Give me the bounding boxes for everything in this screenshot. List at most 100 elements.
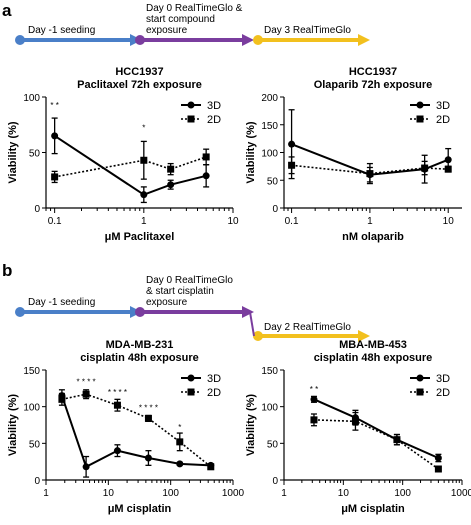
timeline-a-step-2: Day 0 RealTimeGlo & start compound expos… xyxy=(146,3,245,36)
chart-title: MBA-MB-453 cisplatin 48h exposure xyxy=(314,339,433,364)
data-point xyxy=(113,447,121,455)
legend-marker xyxy=(416,388,424,396)
timeline-a-step-1: Day -1 seeding xyxy=(28,25,95,36)
data-point xyxy=(351,417,359,425)
data-point xyxy=(366,170,374,178)
data-point xyxy=(51,173,59,181)
y-tick-label: 50 xyxy=(29,149,41,160)
significance-marker: * * * * xyxy=(77,378,96,387)
x-tick-label: 1000 xyxy=(222,488,245,499)
series-2D xyxy=(288,156,452,185)
x-tick-label: 1000 xyxy=(451,488,471,499)
y-tick-label: 100 xyxy=(23,403,40,414)
y-tick-label: 0 xyxy=(34,476,40,487)
timeline-b-step-3: Day 2 RealTimeGlo xyxy=(264,322,351,333)
y-tick-label: 100 xyxy=(261,403,278,414)
series-2D xyxy=(51,140,210,184)
series-line xyxy=(291,143,449,176)
y-tick-label: 0 xyxy=(272,204,278,215)
data-point xyxy=(82,463,90,471)
timeline-b: Day -1 seeding Day 0 RealTimeGlo & start… xyxy=(15,275,370,342)
series-line xyxy=(61,393,212,468)
data-point xyxy=(144,414,152,422)
data-point xyxy=(444,165,452,173)
data-point xyxy=(434,454,442,462)
data-point xyxy=(144,454,152,462)
x-tick-label: 100 xyxy=(162,488,179,499)
series-line xyxy=(54,135,207,196)
data-point xyxy=(82,390,90,398)
panel-a-label: a xyxy=(2,1,12,20)
x-tick-label: 1 xyxy=(281,488,287,499)
series-line xyxy=(291,164,449,175)
significance-marker: * xyxy=(142,123,145,132)
data-point xyxy=(202,153,210,161)
legend-marker xyxy=(416,374,424,382)
x-axis-label: μM Paclitaxel xyxy=(105,231,175,243)
y-tick-label: 200 xyxy=(261,93,278,104)
chart-title: MDA-MB-231 cisplatin 48h exposure xyxy=(80,339,199,364)
y-tick-label: 100 xyxy=(23,93,40,104)
y-tick-label: 0 xyxy=(34,204,40,215)
timeline-a: Day -1 seeding Day 0 RealTimeGlo & start… xyxy=(15,3,370,46)
data-point xyxy=(51,132,59,140)
series-line xyxy=(54,156,207,178)
timeline-b-step-1: Day -1 seeding xyxy=(28,297,95,308)
y-tick-label: 150 xyxy=(261,121,278,132)
significance-marker: * * * * xyxy=(108,388,127,397)
significance-marker: * * xyxy=(50,101,58,110)
data-point xyxy=(202,172,210,180)
data-point xyxy=(140,191,148,199)
legend-marker xyxy=(416,101,424,109)
legend-label: 3D xyxy=(436,373,450,385)
series-2D xyxy=(310,411,442,473)
data-point xyxy=(288,140,296,148)
x-tick-label: 0.1 xyxy=(285,216,299,227)
data-point xyxy=(140,156,148,164)
x-tick-label: 10 xyxy=(338,488,350,499)
y-tick-label: 150 xyxy=(23,366,40,377)
legend-label: 2D xyxy=(207,114,221,126)
x-tick-label: 1 xyxy=(141,216,147,227)
series-3D xyxy=(310,395,442,463)
legend-label: 2D xyxy=(436,114,450,126)
data-point xyxy=(444,156,452,164)
x-tick-label: 10 xyxy=(103,488,115,499)
x-axis-label: μM cisplatin xyxy=(341,503,405,515)
data-point xyxy=(176,460,184,468)
chart-title: HCC1937 Paclitaxel 72h exposure xyxy=(77,66,202,91)
legend-marker xyxy=(416,115,424,123)
x-axis-label: μM cisplatin xyxy=(108,503,172,515)
x-axis-label: nM olaparib xyxy=(342,231,404,243)
series-3D xyxy=(51,117,210,204)
y-tick-label: 100 xyxy=(261,149,278,160)
series-3D xyxy=(58,389,215,478)
data-point xyxy=(113,401,121,409)
data-point xyxy=(167,181,175,189)
legend-label: 3D xyxy=(436,100,450,112)
series-line xyxy=(60,395,211,469)
x-tick-label: 100 xyxy=(394,488,411,499)
timeline-a-step-3: Day 3 RealTimeGlo xyxy=(264,25,351,36)
data-point xyxy=(393,436,401,444)
data-point xyxy=(434,465,442,473)
legend-label: 2D xyxy=(207,387,221,399)
x-tick-label: 1 xyxy=(367,216,373,227)
data-point xyxy=(58,395,66,403)
y-tick-label: 50 xyxy=(29,439,41,450)
legend-label: 3D xyxy=(207,100,221,112)
x-tick-label: 10 xyxy=(227,216,239,227)
y-tick-label: 50 xyxy=(267,439,279,450)
significance-marker: * xyxy=(178,423,181,432)
significance-marker: * * * * xyxy=(139,403,158,412)
chart-1: HCC1937 Paclitaxel 72h exposure 0 50 100 0.1 1… xyxy=(7,66,239,243)
data-point xyxy=(176,438,184,446)
x-tick-label: 0.1 xyxy=(48,216,62,227)
data-point xyxy=(310,395,318,403)
chart-4: MBA-MB-453 cisplatin 48h exposure 0 50 100 15… xyxy=(245,339,471,515)
